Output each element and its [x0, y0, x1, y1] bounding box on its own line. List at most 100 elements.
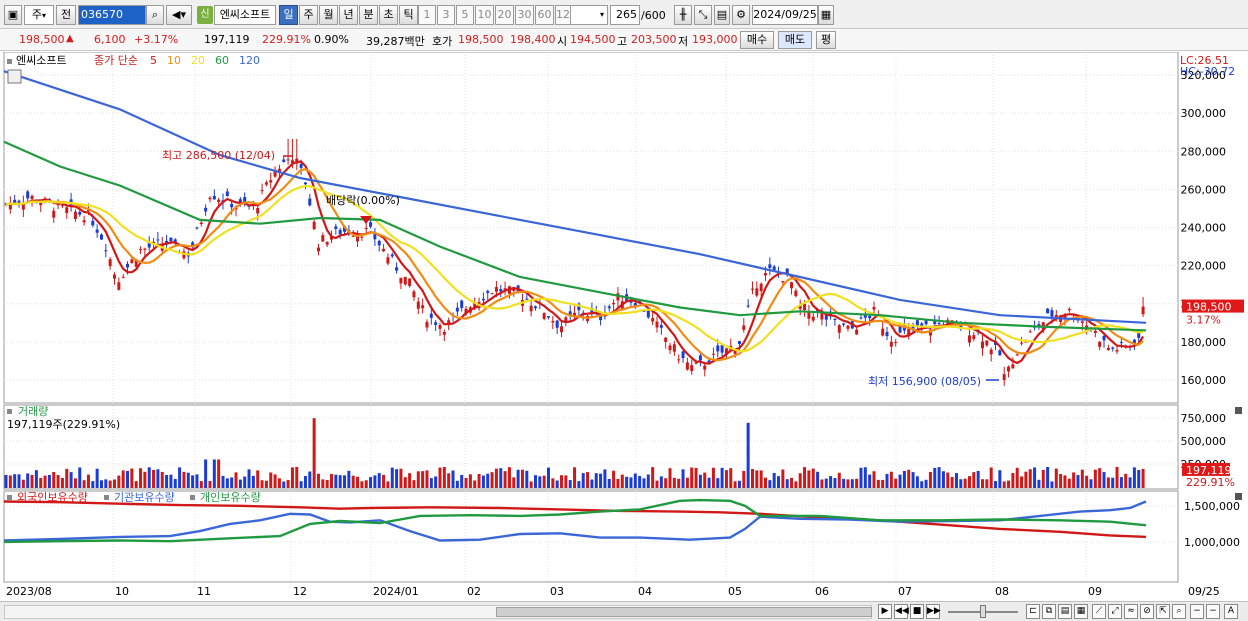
draw-icon[interactable]: ⤡ — [694, 5, 712, 25]
candle-body — [989, 349, 993, 355]
volume-bar — [468, 474, 472, 488]
chart-bottom-bar: ▶ ◀◀ ■ ▶▶ ⊏ ⧉ ▤ ▦ ⟋ ⤢ ≈ ⊘ ⇱ ⌕ − − A — [0, 601, 1248, 621]
stock-code-input[interactable]: 036570 — [78, 5, 146, 25]
candle-body — [711, 353, 715, 355]
save-icon[interactable]: ▤ — [714, 5, 730, 25]
lc-label: LC:26.51 — [1180, 54, 1229, 67]
interval-button[interactable]: 년 — [339, 5, 358, 25]
interval-button[interactable]: 주 — [299, 5, 318, 25]
legend-marker — [7, 409, 12, 414]
volume-bar — [954, 473, 958, 488]
number-button[interactable]: 30 — [515, 5, 534, 25]
interval-button[interactable]: 초 — [379, 5, 398, 25]
buy-button[interactable]: 매수 — [740, 31, 774, 49]
stop-icon[interactable]: ■ — [910, 604, 924, 619]
sound-icon[interactable]: ◀▾ — [166, 5, 192, 25]
candle-body — [356, 233, 360, 242]
candle-body — [334, 226, 338, 230]
number-button[interactable]: 10 — [475, 5, 494, 25]
play-icon[interactable]: ▶ — [878, 604, 892, 619]
calendar-icon[interactable]: ▦ — [818, 5, 834, 25]
period-select[interactable]: ▾ — [570, 5, 608, 25]
volume-bar — [30, 474, 34, 488]
interval-button[interactable]: 분 — [359, 5, 378, 25]
number-button[interactable]: 5 — [456, 5, 474, 25]
layout-icon[interactable]: ▤ — [1058, 604, 1072, 619]
measure-icon[interactable]: ≈ — [1124, 604, 1138, 619]
rewind-icon[interactable]: ◀◀ — [894, 604, 909, 619]
sell-button[interactable]: 매도 — [778, 31, 812, 49]
forward-icon[interactable]: ▶▶ — [926, 604, 941, 619]
candle-body — [403, 276, 407, 285]
export-icon[interactable]: ⇱ — [1156, 604, 1170, 619]
x-axis-label: 03 — [550, 585, 564, 598]
volume-bar — [720, 467, 724, 488]
settings-icon[interactable]: ⚙ — [732, 5, 750, 25]
candle-body — [13, 199, 17, 205]
candle-body — [907, 328, 911, 337]
zoom-slider-handle[interactable] — [980, 605, 986, 618]
volume-bar — [555, 480, 559, 488]
fit-icon[interactable]: ⊏ — [1026, 604, 1040, 619]
stock-chart[interactable]: 320,000 300,000 280,000 260,000 240,000 220,0… — [0, 52, 1248, 601]
scroll-thumb[interactable] — [496, 607, 872, 617]
volume-bar — [620, 474, 624, 488]
window-icon[interactable]: ▣ — [4, 5, 22, 25]
candle-icon[interactable]: ╫ — [674, 5, 692, 25]
interval-button[interactable]: 일 — [279, 5, 298, 25]
candle-body — [351, 235, 355, 237]
candle-body — [698, 355, 702, 361]
candle-body — [1050, 310, 1054, 317]
volume-bar — [924, 479, 928, 488]
volume-bar — [963, 478, 967, 488]
number-button[interactable]: 60 — [535, 5, 554, 25]
candle-body — [195, 227, 199, 229]
line-tool-icon[interactable]: ⟋ — [1092, 604, 1106, 619]
candle-body — [1119, 342, 1123, 344]
volume-bar — [295, 466, 299, 488]
zoom-in-icon[interactable]: − — [1206, 604, 1220, 619]
trend-icon[interactable]: ⤢ — [1108, 604, 1122, 619]
volume-bar — [290, 467, 294, 488]
prev-button[interactable]: 전 — [56, 5, 76, 25]
volume-bar — [1132, 467, 1136, 488]
legend-ma-label: 종가 단순 — [94, 54, 138, 67]
interval-button[interactable]: 틱 — [399, 5, 418, 25]
volume-bar — [47, 474, 51, 488]
candle-body — [369, 222, 373, 227]
stock-name-field[interactable]: 엔씨소프트 — [214, 5, 276, 25]
candle-body — [863, 313, 867, 318]
search-icon[interactable]: ⌕ — [146, 5, 164, 25]
number-button[interactable]: 20 — [495, 5, 514, 25]
count-input[interactable]: 265 — [610, 5, 640, 25]
volume-bar — [86, 474, 90, 488]
font-size-icon[interactable]: A — [1224, 604, 1238, 619]
grid-icon[interactable]: ▦ — [1074, 604, 1088, 619]
candle-body — [1080, 321, 1084, 323]
candle-body — [191, 242, 195, 248]
horizontal-scrollbar[interactable] — [4, 605, 872, 619]
copy-icon[interactable]: ⧉ — [1042, 604, 1056, 619]
volume-bar — [234, 472, 238, 488]
candle-body — [985, 340, 989, 346]
date-input[interactable]: 2024/09/25 — [752, 5, 818, 25]
candle-body — [434, 322, 438, 325]
magnifier-icon[interactable]: ⌕ — [1172, 604, 1186, 619]
zoom-tool-icon[interactable]: ⊘ — [1140, 604, 1154, 619]
candle-body — [303, 182, 307, 185]
candle-body — [1106, 347, 1110, 350]
number-button[interactable]: 1 — [418, 5, 436, 25]
high-label: 고 — [617, 35, 628, 48]
candle-body — [655, 321, 659, 328]
candle-body — [421, 305, 425, 309]
zoom-out-icon[interactable]: − — [1190, 604, 1204, 619]
candle-body — [924, 320, 928, 325]
interval-button[interactable]: 월 — [319, 5, 338, 25]
number-button[interactable]: 3 — [437, 5, 455, 25]
candle-body — [755, 288, 759, 296]
candle-body — [672, 344, 676, 352]
period-type-select[interactable]: 주▾ — [24, 5, 54, 25]
eval-button[interactable]: 평 — [816, 31, 836, 49]
volume-bar — [408, 473, 412, 488]
candle-body — [981, 341, 984, 349]
